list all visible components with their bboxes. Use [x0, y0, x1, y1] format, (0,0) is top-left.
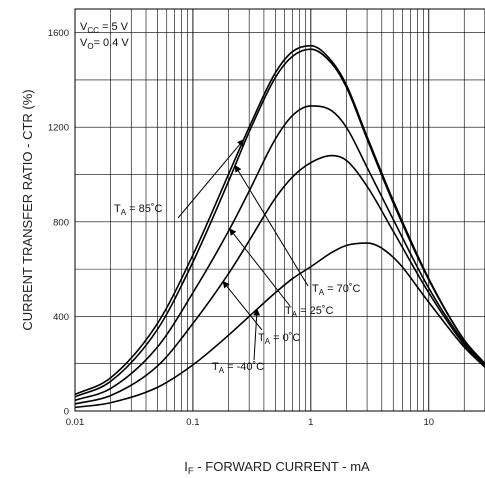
condition-vo-sub: O [87, 42, 93, 51]
x-axis-title-sub: F [188, 466, 194, 477]
label-ta-85c: TA = 85˚C [114, 203, 163, 217]
condition-vcc-rest: = 5 V [99, 21, 129, 33]
plot-frame [74, 8, 485, 412]
annotation-arrow [222, 280, 263, 331]
y-tick-label: 1200 [48, 123, 69, 134]
x-axis-title-main: I [184, 459, 188, 474]
curve-ta-0c [74, 154, 485, 405]
annotations: TA = 85˚C TA = 70˚C TA = 25˚C TA = 0˚C TA = … [114, 138, 361, 375]
y-tick-label: 800 [53, 217, 69, 228]
curves [74, 44, 485, 409]
x-axis-title-rest: - FORWARD CURRENT - mA [194, 459, 370, 474]
x-axis-title: IF - FORWARD CURRENT - mA [184, 459, 370, 477]
curve-ta-25c [74, 105, 485, 402]
condition-vo: VO= 0.4 V [80, 37, 129, 51]
label-ta-70c: TA = 70˚C [312, 283, 361, 297]
annotation-arrow [253, 308, 261, 361]
label-ta-25c: TA = 25˚C [285, 305, 334, 319]
condition-vcc-sub: CC [87, 26, 99, 35]
grid [75, 9, 485, 411]
annotation-arrow [229, 228, 291, 307]
x-tick-label: 10 [423, 417, 434, 428]
curve-ta-minus-40c [74, 242, 485, 409]
condition-vcc: VCC = 5 V [80, 21, 129, 35]
condition-vcc-main: V [80, 21, 88, 33]
y-tick-label: 1600 [48, 28, 69, 39]
tick-labels: 0 400 800 1200 1600 0.01 0.1 1 10 [48, 28, 434, 428]
annotation-arrow [234, 164, 309, 287]
annotation-arrow [177, 138, 245, 219]
y-axis-title: CURRENT TRANSFER RATIO - CTR (%) [20, 89, 35, 330]
x-tick-label: 1 [308, 417, 313, 428]
x-tick-label: 0.01 [66, 417, 85, 428]
label-ta-0c: TA = 0˚C [258, 332, 300, 346]
condition-vo-main: V [80, 37, 88, 49]
x-tick-label: 0.1 [186, 417, 199, 428]
condition-vo-rest: = 0.4 V [94, 37, 130, 49]
y-tick-label: 400 [53, 312, 69, 323]
label-ta-minus-40c: TA = -40˚C [212, 361, 264, 375]
curve-ta-70c [74, 48, 485, 398]
y-tick-label: 0 [64, 407, 69, 418]
